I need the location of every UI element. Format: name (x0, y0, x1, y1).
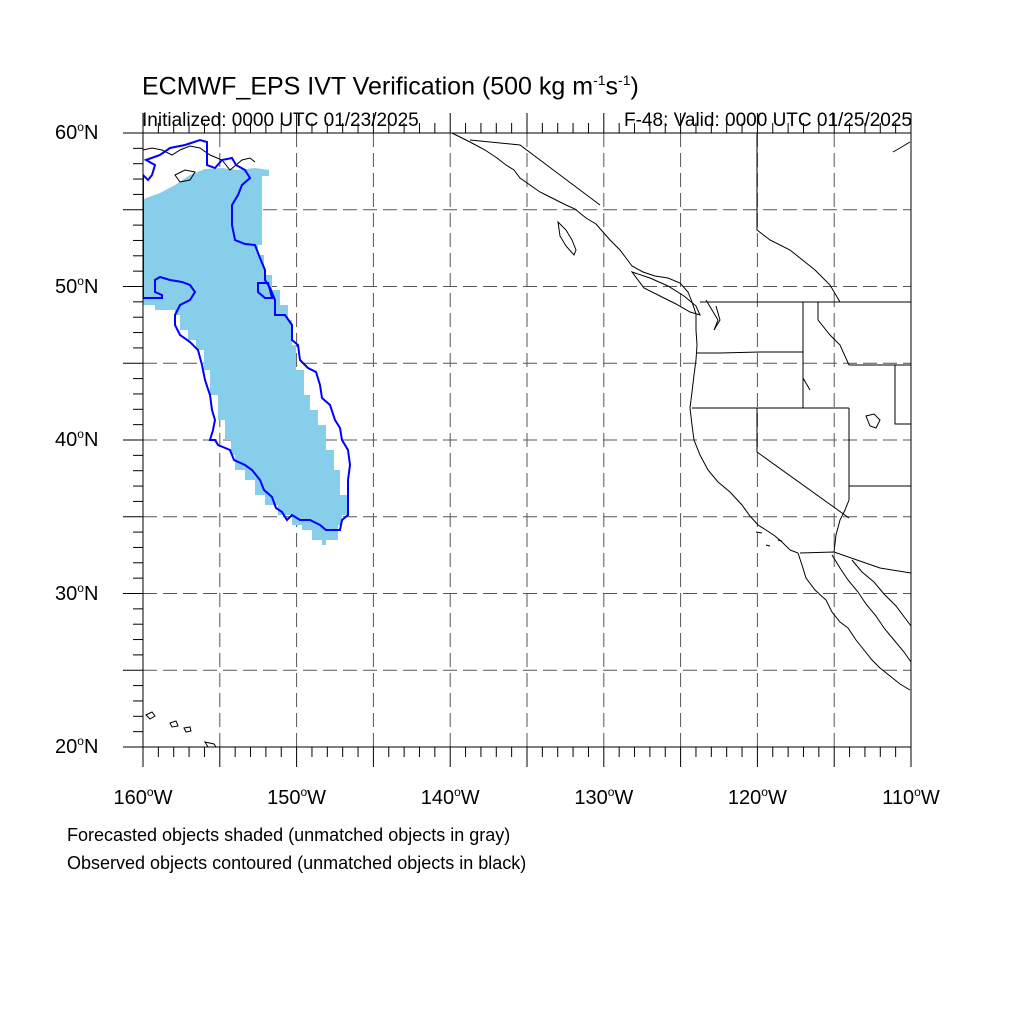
map-title: ECMWF_EPS IVT Verification (500 kg m-1s-… (142, 72, 639, 101)
lon-label: 150oW (267, 785, 326, 810)
observed-object-small (257, 282, 274, 299)
initialized-label: Initialized: 0000 UTC 01/23/2025 (142, 110, 419, 131)
haida-gwaii (557, 220, 577, 256)
lon-value: 150 (267, 787, 301, 809)
alaska-coast (142, 145, 256, 171)
degree-symbol: o (77, 734, 84, 748)
coastlines (142, 132, 912, 748)
lon-value: 160 (113, 787, 147, 809)
lat-value: 30 (55, 582, 78, 605)
great-salt-lake (865, 413, 881, 429)
degree-symbol: o (300, 785, 308, 799)
idaho-montana-border (817, 302, 850, 366)
footer-line-1: Forecasted objects shaded (unmatched obj… (67, 825, 511, 845)
vancouver-island (630, 271, 701, 316)
north-america-coastline (451, 132, 799, 554)
title-prefix: ECMWF_EPS IVT Verification (500 kg m (142, 72, 594, 101)
us-mexico-border (799, 551, 912, 574)
degree-symbol: o (454, 785, 461, 799)
puget-sound (705, 299, 721, 331)
arizona-california-border (833, 499, 850, 553)
lat-value: 60 (55, 122, 78, 144)
title-exp1: -1 (593, 72, 606, 88)
lon-value: 120 (727, 787, 762, 809)
lat-label: 40oN (55, 427, 98, 452)
degree-symbol: o (77, 427, 84, 441)
bc-alberta-border (756, 133, 841, 303)
lon-label: 110oW (882, 785, 939, 810)
observed-object-contour (143, 138, 352, 531)
degree-symbol: o (761, 785, 768, 799)
title-exp2: -1 (618, 72, 631, 88)
hemisphere: W (614, 787, 634, 809)
lon-label: 160oW (114, 785, 173, 810)
lon-value: 110 (882, 787, 915, 809)
lat-label: 50oN (55, 274, 98, 299)
lon-value: 130 (574, 787, 608, 809)
lat-label: 30oN (55, 581, 98, 606)
degree-symbol: o (77, 120, 84, 134)
washington-oregon-border (697, 351, 811, 391)
lat-label: 20oN (55, 734, 98, 759)
lon-label: 120oW (728, 785, 787, 810)
hemisphere: N (83, 122, 99, 144)
hawaii-island-4 (203, 741, 217, 748)
kodiak-island (174, 169, 196, 183)
degree-symbol: o (607, 785, 615, 799)
utah-wyoming-border (849, 364, 911, 425)
channel-islands (755, 531, 783, 547)
political-borders (469, 133, 912, 574)
lon-label: 140oW (421, 785, 480, 810)
hemisphere: W (767, 787, 787, 809)
degree-symbol: o (77, 273, 84, 288)
hawaii-island-1 (145, 711, 156, 720)
axis-ticks (123, 113, 912, 767)
alaska-bc-border (469, 139, 601, 206)
lon-value: 140 (420, 787, 455, 809)
hemisphere: N (83, 582, 99, 605)
lat-value: 20 (55, 736, 78, 758)
hemisphere: W (153, 787, 173, 809)
hemisphere: W (307, 787, 327, 809)
mainland-mexico-coast (851, 559, 912, 627)
grid-lines (143, 133, 911, 747)
lat-value: 50 (55, 275, 78, 298)
california-nevada-border (756, 408, 850, 519)
hemisphere: W (920, 787, 940, 809)
lat-label: 60oN (55, 120, 98, 145)
degree-symbol: o (77, 580, 84, 595)
degree-symbol: o (914, 785, 921, 799)
hemisphere: N (83, 275, 99, 298)
hawaii-island-2 (169, 720, 179, 728)
forecast-object-shaded (143, 168, 348, 545)
lon-label: 130oW (574, 785, 633, 810)
hemisphere: W (460, 787, 480, 809)
hemisphere: N (83, 429, 99, 451)
observed-objects (143, 138, 352, 531)
hawaii-island-3 (183, 726, 192, 733)
footer-line-2: Observed objects contoured (unmatched ob… (67, 853, 527, 873)
degree-symbol: o (146, 785, 154, 799)
forecast-objects (143, 168, 348, 545)
lat-value: 40 (55, 429, 78, 451)
title-mid: s (605, 72, 619, 101)
title-suffix: ) (630, 72, 639, 101)
hudson-area-coast (892, 141, 911, 153)
hemisphere: N (83, 736, 99, 758)
gulf-california-coast (831, 554, 912, 663)
baja-coastline (797, 552, 911, 691)
